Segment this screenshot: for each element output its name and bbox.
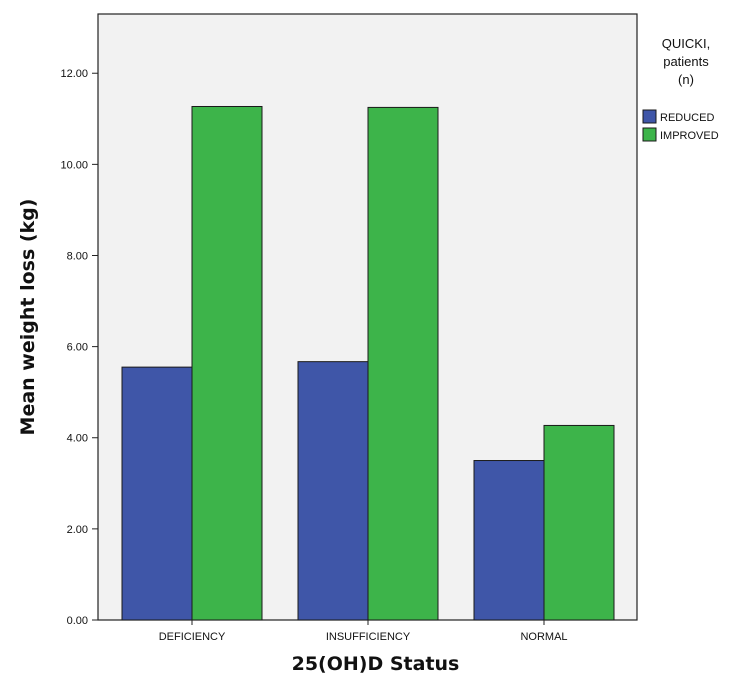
y-axis: 0.00 2.00 4.00 6.00 8.00 10.00 12.00 [60,68,98,627]
x-axis: DEFICIENCY INSUFFICIENCY NORMAL [159,620,568,643]
legend-label-reduced: REDUCED [660,112,714,124]
bar-reduced-insufficiency [297,361,369,621]
legend: QUICKI, patients (n) REDUCED IMPROVED [642,36,719,142]
bar-reduced-normal [473,460,545,621]
x-category-label: NORMAL [520,631,567,643]
y-tick-label: 6.00 [67,342,88,354]
y-tick-label: 0.00 [67,615,88,627]
legend-swatch-reduced [642,109,657,124]
legend-swatch-improved [642,127,657,142]
bars-layer [121,105,615,621]
x-category-label: DEFICIENCY [159,631,226,643]
legend-title-line-2: patients [663,54,709,69]
y-tick-label: 10.00 [60,159,88,171]
legend-title-line-1: QUICKI, [662,36,710,51]
y-tick-label: 8.00 [67,250,88,262]
legend-title-line-3: (n) [678,72,694,87]
y-axis-title: Mean weight loss (kg) [17,199,39,436]
bar-improved-insufficiency [367,106,439,621]
bar-reduced-deficiency [121,366,193,621]
legend-label-improved: IMPROVED [660,130,719,142]
x-axis-title: 25(OH)D Status [292,653,460,675]
bar-improved-deficiency [191,105,263,621]
y-tick-label: 4.00 [67,433,88,445]
bar-improved-normal [543,424,615,621]
y-tick-label: 2.00 [67,524,88,536]
x-category-label: INSUFFICIENCY [326,631,411,643]
y-tick-label: 12.00 [60,68,88,80]
